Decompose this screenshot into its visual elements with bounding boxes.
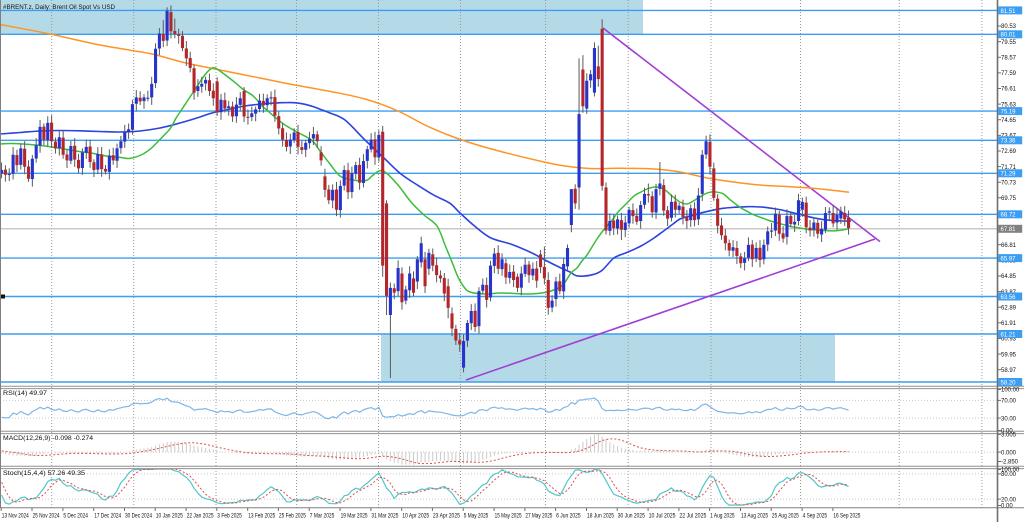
svg-text:31 Mar 2025: 31 Mar 2025 [371, 514, 399, 520]
svg-text:10 Jul 2025: 10 Jul 2025 [649, 514, 677, 520]
svg-text:25 Feb 2025: 25 Feb 2025 [279, 514, 307, 520]
svg-text:58.97: 58.97 [1001, 368, 1017, 374]
svg-text:77.59: 77.59 [1001, 71, 1017, 77]
svg-text:17 Dec 2024: 17 Dec 2024 [94, 514, 122, 520]
svg-text:13 Aug 2025: 13 Aug 2025 [741, 514, 769, 520]
svg-text:23 Apr 2025: 23 Apr 2025 [433, 514, 461, 520]
svg-text:76.61: 76.61 [1001, 87, 1017, 93]
svg-text:68.72: 68.72 [1001, 213, 1017, 219]
svg-text:71.71: 71.71 [1001, 165, 1017, 171]
svg-text:30 Jun 2025: 30 Jun 2025 [618, 514, 646, 520]
svg-text:3 Feb 2025: 3 Feb 2025 [217, 514, 242, 520]
svg-text:10 Jan 2025: 10 Jan 2025 [156, 514, 184, 520]
svg-text:13 Nov 2024: 13 Nov 2024 [2, 514, 30, 520]
svg-text:60.93: 60.93 [1001, 337, 1017, 343]
svg-text:16 Sep 2025: 16 Sep 2025 [833, 514, 861, 520]
svg-text:22 Jan 2025: 22 Jan 2025 [187, 514, 215, 520]
svg-text:25 Aug 2025: 25 Aug 2025 [772, 514, 800, 520]
svg-text:22 Jul 2025: 22 Jul 2025 [679, 514, 707, 520]
svg-text:3.005: 3.005 [1001, 433, 1017, 439]
svg-text:0.000: 0.000 [1001, 450, 1017, 456]
svg-text:30 Dec 2024: 30 Dec 2024 [125, 514, 153, 520]
svg-text:18 Jun 2025: 18 Jun 2025 [587, 514, 615, 520]
svg-text:78.57: 78.57 [1001, 56, 1017, 62]
svg-text:4 Sep 2025: 4 Sep 2025 [803, 514, 828, 520]
svg-text:20.00: 20.00 [1001, 497, 1017, 503]
svg-text:74.65: 74.65 [1001, 118, 1017, 124]
svg-text:RSI(14) 49.97: RSI(14) 49.97 [3, 390, 47, 397]
svg-text:27 May 2025: 27 May 2025 [525, 514, 553, 520]
svg-text:65.97: 65.97 [1001, 257, 1017, 263]
svg-text:80.00: 80.00 [1001, 472, 1017, 478]
svg-text:15 May 2025: 15 May 2025 [495, 514, 523, 520]
svg-text:25 Nov 2024: 25 Nov 2024 [33, 514, 61, 520]
svg-text:80.53: 80.53 [1001, 24, 1017, 30]
svg-text:100.00: 100.00 [1001, 388, 1020, 394]
svg-text:#BRENT.z, Daily: Brent Oil Spo: #BRENT.z, Daily: Brent Oil Spot Vs USD [3, 4, 115, 11]
svg-text:30.00: 30.00 [1001, 416, 1017, 422]
svg-text:69.75: 69.75 [1001, 196, 1017, 202]
svg-text:64.85: 64.85 [1001, 274, 1017, 280]
svg-text:79.55: 79.55 [1001, 40, 1017, 46]
svg-text:71.29: 71.29 [1001, 172, 1017, 178]
svg-text:59.95: 59.95 [1001, 352, 1017, 358]
svg-text:MACD(12,26,9) -0.098 -0.274: MACD(12,26,9) -0.098 -0.274 [3, 435, 93, 442]
svg-text:7 Mar 2025: 7 Mar 2025 [310, 514, 335, 520]
svg-text:10 Apr 2025: 10 Apr 2025 [402, 514, 430, 520]
svg-text:75.63: 75.63 [1001, 102, 1017, 108]
svg-text:0.00: 0.00 [1001, 429, 1013, 435]
svg-text:81.51: 81.51 [1001, 9, 1017, 15]
svg-text:61.21: 61.21 [1001, 332, 1017, 338]
svg-text:80.01: 80.01 [1001, 33, 1017, 39]
svg-text:19 Mar 2025: 19 Mar 2025 [341, 514, 369, 520]
svg-text:Stoch(15,4,4) 57.26 49.35: Stoch(15,4,4) 57.26 49.35 [3, 470, 85, 477]
svg-text:62.89: 62.89 [1001, 305, 1017, 311]
svg-text:13 Feb 2025: 13 Feb 2025 [248, 514, 276, 520]
svg-text:58.20: 58.20 [1001, 380, 1017, 386]
svg-text:1 Aug 2025: 1 Aug 2025 [710, 514, 735, 520]
svg-text:75.19: 75.19 [1001, 110, 1017, 116]
svg-text:63.56: 63.56 [1001, 295, 1017, 301]
svg-text:5 May 2025: 5 May 2025 [464, 514, 489, 520]
svg-text:6 Jun 2025: 6 Jun 2025 [556, 514, 581, 520]
svg-text:61.91: 61.91 [1001, 321, 1017, 327]
svg-text:70.00: 70.00 [1001, 399, 1017, 405]
svg-text:70.73: 70.73 [1001, 180, 1017, 186]
svg-text:-2.850: -2.850 [1001, 460, 1019, 466]
svg-text:0.00: 0.00 [1001, 504, 1013, 510]
svg-text:66.81: 66.81 [1001, 243, 1017, 249]
svg-text:100.00: 100.00 [1001, 468, 1020, 474]
svg-text:5 Dec 2024: 5 Dec 2024 [63, 514, 88, 520]
svg-text:73.36: 73.36 [1001, 139, 1017, 145]
svg-text:67.81: 67.81 [1001, 227, 1017, 233]
svg-text:72.69: 72.69 [1001, 149, 1017, 155]
